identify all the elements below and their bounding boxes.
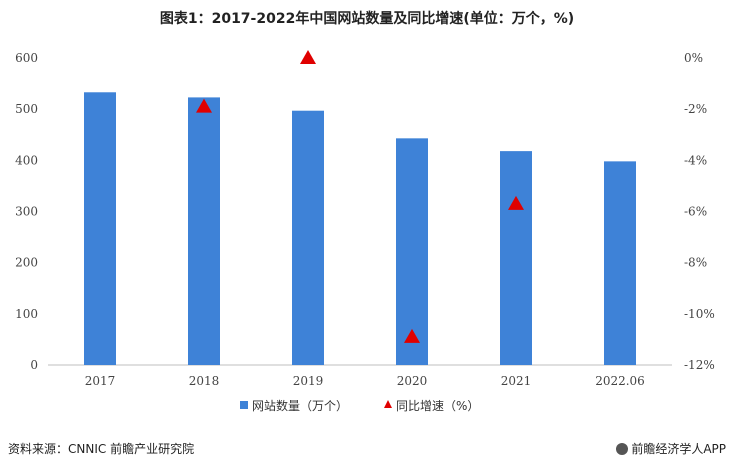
bar-2018	[188, 97, 220, 366]
y2-tick-label: -10%	[684, 307, 715, 321]
y2-tick-label: 0%	[684, 51, 703, 65]
bar-2017	[84, 92, 116, 365]
x-tick-label: 2021	[501, 374, 532, 388]
y2-tick-label: -6%	[684, 205, 707, 219]
x-tick-label: 2017	[85, 374, 116, 388]
chart-title: 图表1：2017-2022年中国网站数量及同比增速(单位：万个，%)	[159, 11, 575, 27]
source-note: 资料来源：CNNIC 前瞻产业研究院	[8, 442, 195, 456]
bar-series	[84, 92, 636, 366]
chart-axes: 0 100 200 300 400 500 600 0% -2% -4% -6% -8% -10% -12…	[15, 51, 715, 388]
legend-bar-swatch	[240, 401, 248, 409]
y-tick-label: 200	[15, 256, 38, 270]
marker-2018	[196, 98, 212, 113]
marker-series	[196, 50, 524, 343]
marker-2020	[404, 328, 420, 343]
bar-2020	[396, 138, 428, 365]
y-tick-label: 100	[15, 307, 38, 321]
legend-marker-label: 同比增速（%）	[396, 399, 479, 413]
marker-2021	[508, 195, 524, 210]
y2-tick-label: -2%	[684, 102, 707, 116]
y2-tick-label: -12%	[684, 358, 715, 372]
bar-2019	[292, 110, 324, 366]
y2-tick-label: -4%	[684, 153, 707, 167]
brand-credit: 前瞻经济学人APP	[616, 440, 726, 457]
brand-text: 前瞻经济学人APP	[631, 442, 726, 456]
bar-2022.06	[604, 161, 636, 365]
y-tick-label: 0	[30, 358, 38, 372]
x-tick-label: 2022.06	[595, 374, 645, 388]
marker-2019	[300, 50, 316, 64]
x-tick-label: 2018	[189, 374, 220, 388]
y-tick-label: 400	[15, 153, 38, 167]
legend-marker-swatch	[384, 400, 392, 408]
y-tick-label: 300	[15, 205, 38, 219]
legend-bar-label: 网站数量（万个）	[252, 398, 348, 413]
x-tick-label: 2020	[397, 374, 428, 388]
chart-legend: 网站数量（万个） 同比增速（%）	[240, 398, 479, 413]
brand-logo-icon	[616, 443, 629, 455]
y-tick-label: 500	[15, 102, 38, 116]
y2-tick-label: -8%	[684, 256, 707, 270]
x-tick-label: 2019	[293, 374, 324, 388]
bar-2021	[500, 151, 532, 365]
y-tick-label: 600	[15, 51, 38, 65]
